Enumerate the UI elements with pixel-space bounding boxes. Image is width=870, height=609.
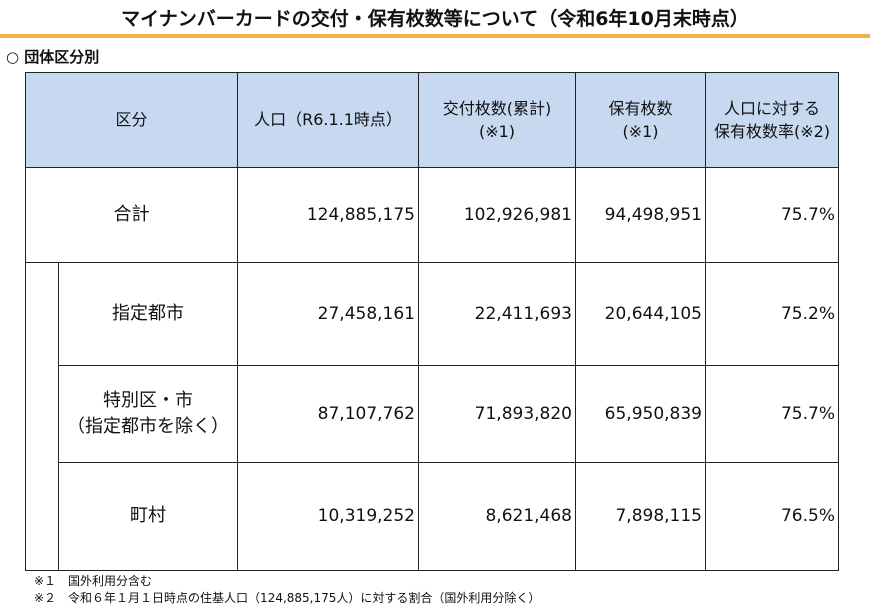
title-underline bbox=[0, 34, 870, 38]
section-heading: ○ 団体区分別 bbox=[6, 48, 100, 66]
title: マイナンバーカードの交付・保有枚数等について（令和6年10月末時点） bbox=[121, 8, 749, 30]
cell-value: 8,621,468 bbox=[418, 462, 576, 571]
cell-value: 22,411,693 bbox=[418, 262, 576, 366]
row-label: 指定都市 bbox=[58, 262, 238, 366]
column-header: 区分 bbox=[25, 72, 238, 168]
cell-value: 75.7% bbox=[705, 365, 839, 463]
cell-value: 71,893,820 bbox=[418, 365, 576, 463]
column-header: 人口に対する 保有枚数率(※2) bbox=[705, 72, 839, 168]
cell-value: 75.2% bbox=[705, 262, 839, 366]
row-label: 町村 bbox=[58, 462, 238, 571]
group-indent bbox=[25, 262, 59, 571]
note: ※２ 令和６年１月１日時点の住基人口（124,885,175人）に対する割合（国… bbox=[34, 591, 541, 605]
row-label: 合計 bbox=[25, 167, 238, 263]
cell-value: 87,107,762 bbox=[237, 365, 419, 463]
column-header: 保有枚数 (※1) bbox=[575, 72, 706, 168]
column-header: 交付枚数(累計) (※1) bbox=[418, 72, 576, 168]
cell-value: 75.7% bbox=[705, 167, 839, 263]
cell-value: 7,898,115 bbox=[575, 462, 706, 571]
cell-value: 94,498,951 bbox=[575, 167, 706, 263]
cell-value: 20,644,105 bbox=[575, 262, 706, 366]
cell-value: 27,458,161 bbox=[237, 262, 419, 366]
cell-value: 124,885,175 bbox=[237, 167, 419, 263]
cell-value: 76.5% bbox=[705, 462, 839, 571]
cell-value: 10,319,252 bbox=[237, 462, 419, 571]
column-header: 人口（R6.1.1時点） bbox=[237, 72, 419, 168]
cell-value: 65,950,839 bbox=[575, 365, 706, 463]
note: ※１ 国外利用分含む bbox=[34, 574, 153, 588]
cell-value: 102,926,981 bbox=[418, 167, 576, 263]
row-label: 特別区・市 （指定都市を除く） bbox=[58, 365, 238, 463]
